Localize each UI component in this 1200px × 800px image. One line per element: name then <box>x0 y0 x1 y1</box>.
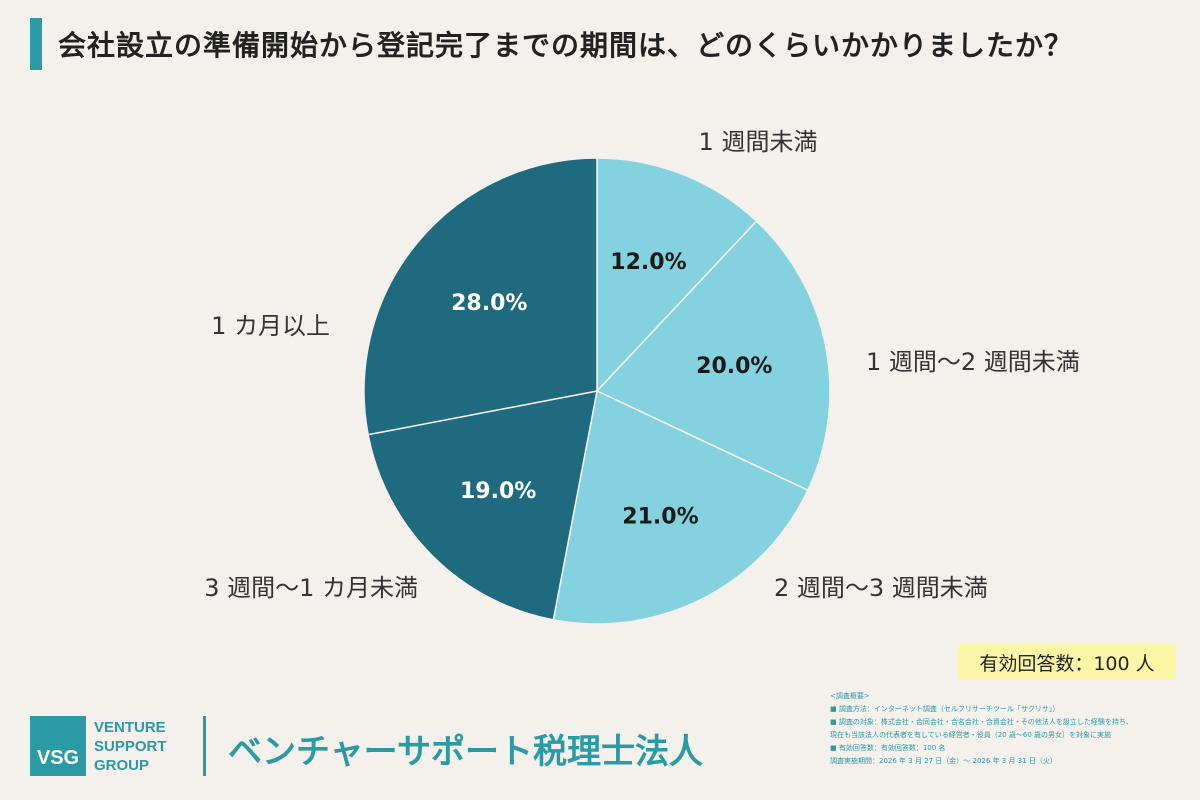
slice-value-label: 28.0% <box>451 291 527 316</box>
pie-slice-2-to-3-weeks <box>552 389 809 625</box>
category-label: 1 週間〜2 週間未満 <box>866 348 1080 376</box>
category-label: 1 週間未満 <box>699 128 818 156</box>
pie-slice-3-weeks-to-1-month <box>367 390 598 621</box>
logo-word: SUPPORT <box>94 738 167 755</box>
survey-line: ■ 調査方法：インターネット調査（セルフリサーチツール「サクリサ」） <box>830 705 1060 713</box>
logo-word: VENTURE <box>94 719 166 736</box>
pie-slice-1-to-2-weeks <box>595 220 831 492</box>
slice-value-label: 19.0% <box>460 479 536 504</box>
vsg-logo-mark: VSG <box>30 716 86 776</box>
survey-summary: <調査概要> ■ 調査方法：インターネット調査（セルフリサーチツール「サクリサ」… <box>830 690 1190 768</box>
survey-line: ■ 有効回答数：有効回答数：100 名 <box>830 744 946 752</box>
pie-slice-under-1-week <box>596 157 758 393</box>
logo-word: GROUP <box>94 757 150 774</box>
slice-value-label: 20.0% <box>696 354 772 379</box>
title-accent-bar <box>30 18 42 70</box>
company-name: ベンチャーサポート税理士法人 <box>228 732 703 772</box>
respondent-count-badge: 有効回答数：100 人 <box>958 644 1176 680</box>
category-label: 2 週間〜3 週間未満 <box>774 574 988 602</box>
slice-value-label: 12.0% <box>610 250 686 275</box>
slice-value-label: 21.0% <box>622 505 698 530</box>
pie-slice-over-1-month <box>363 157 598 436</box>
survey-line: ■ 調査の対象：株式会社・合同会社・合名会社・合資会社・その他法人を設立した経験… <box>830 718 1133 726</box>
category-label: 1 カ月以上 <box>211 312 330 340</box>
survey-line: 現在も当該法人の代表者を有している経営者・役員（20 歳〜60 歳の男女）を対象… <box>830 731 1112 739</box>
logo-divider <box>203 716 206 776</box>
category-label: 3 週間〜1 カ月未満 <box>204 574 418 602</box>
logo-wordmark: VENTURE SUPPORT GROUP <box>94 718 167 775</box>
survey-line: 調査実施期間：2026 年 3 月 27 日（金）〜 2026 年 3 月 31… <box>830 757 1057 765</box>
page-title: 会社設立の準備開始から登記完了までの期間は、どのくらいかかりましたか？ <box>58 29 1074 62</box>
survey-heading: <調査概要> <box>830 692 870 700</box>
